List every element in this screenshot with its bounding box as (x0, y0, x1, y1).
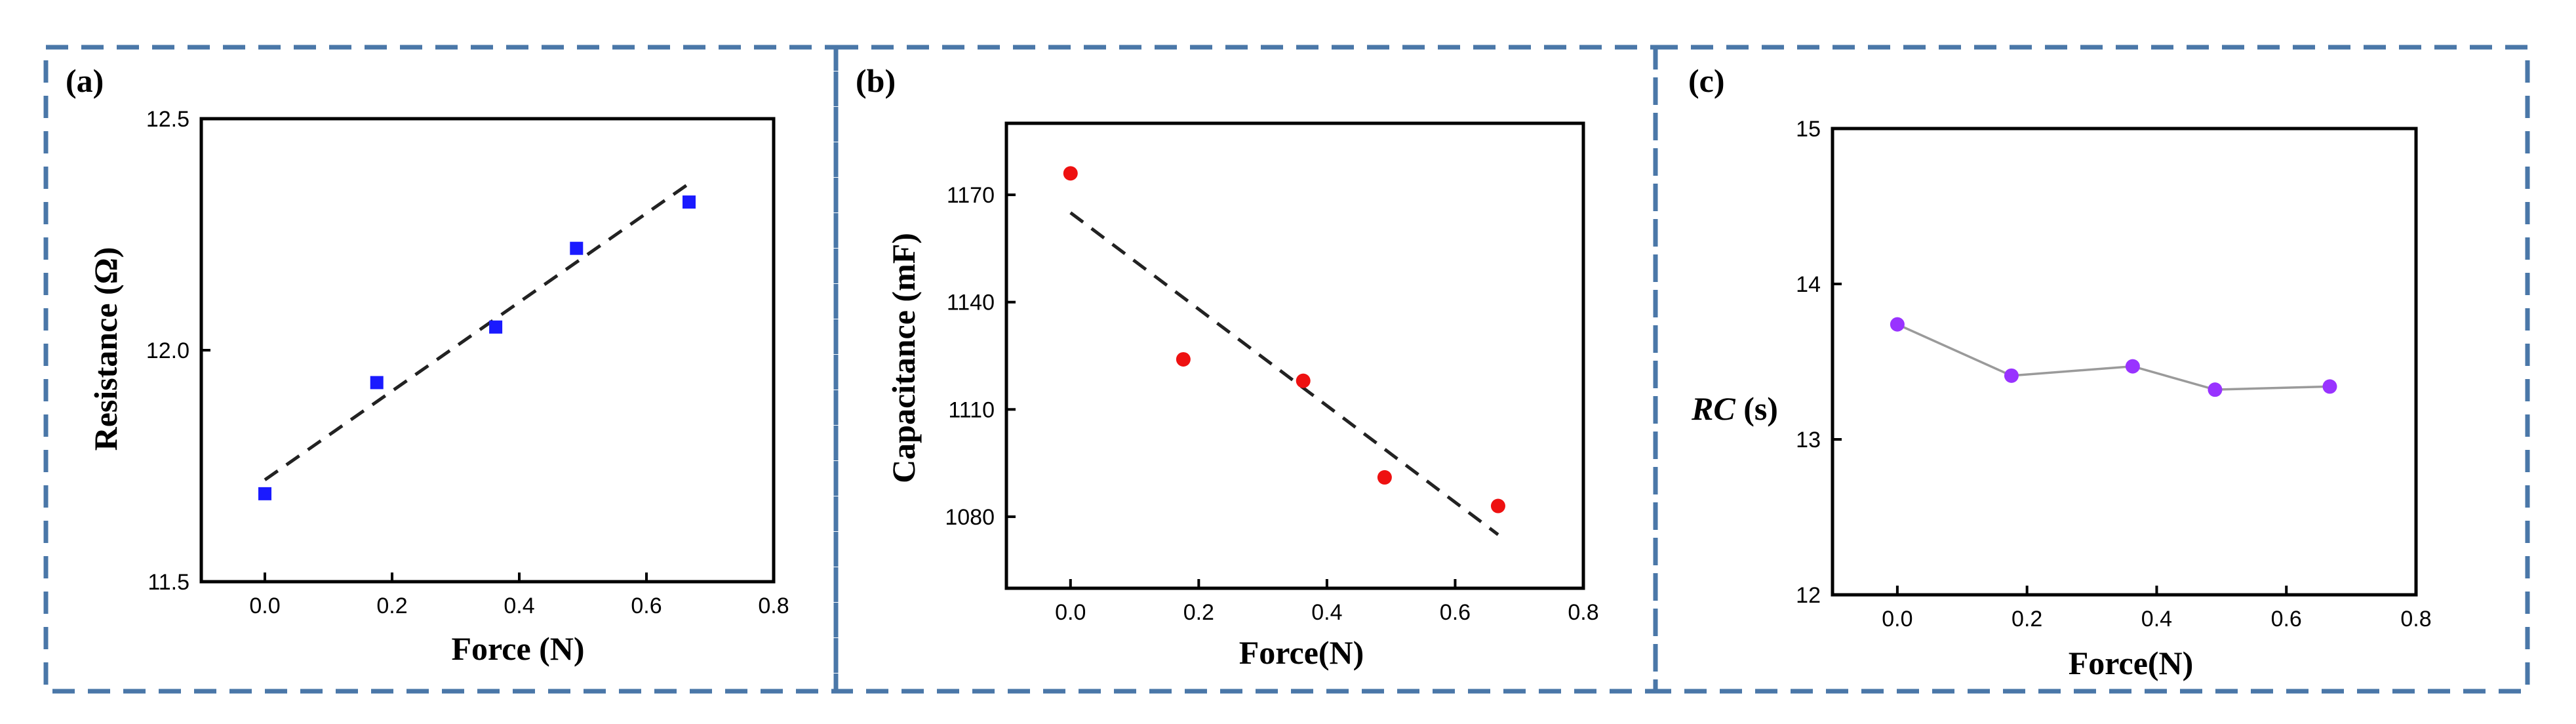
resistance-data-point (682, 195, 696, 209)
panel-c-label: (c) (1688, 62, 1725, 99)
resistance-y-tick-label: 12.0 (146, 338, 189, 363)
capacitance-fit-line (1069, 211, 1499, 536)
resistance-y-tick-label: 11.5 (148, 570, 189, 595)
resistance-plot: 0.0 0.2 0.4 0.6 0.8 11.5 12.0 12.5 (146, 107, 789, 618)
rc-series-line (1897, 323, 2330, 391)
rc-x-tick-label: 0.8 (2400, 607, 2431, 632)
capacitance-x-tick-label: 0.8 (1568, 600, 1598, 625)
capacitance-y-tick-label: 1080 (945, 505, 995, 530)
rc-data-point (2125, 359, 2140, 374)
rc-x-axis-label: Force(N) (2069, 645, 2194, 681)
resistance-data-point (258, 487, 271, 500)
capacitance-y-tick-label: 1170 (947, 183, 995, 208)
resistance-x-tick-label: 0.8 (758, 593, 789, 618)
panel-b-frame (833, 45, 1658, 694)
resistance-x-tick-label: 0.6 (631, 593, 662, 618)
capacitance-data-point (1063, 166, 1078, 181)
rc-data-point (2208, 382, 2223, 397)
rc-y-tick-label: 15 (1796, 117, 1821, 142)
capacitance-y-axis-label: Capacitance (mF) (885, 233, 922, 483)
resistance-data-point (370, 376, 384, 390)
resistance-y-axis-label: Resistance (Ω) (87, 247, 124, 451)
capacitance-x-tick-label: 0.2 (1183, 600, 1214, 625)
panel-b-label: (b) (856, 62, 896, 99)
capacitance-plot-frame (1004, 121, 1585, 590)
capacitance-data-point (1377, 470, 1392, 485)
rc-plot: 0.0 0.2 0.4 0.6 0.8 12 13 14 15 (1796, 117, 2431, 632)
capacitance-y-tick-label: 1140 (947, 291, 995, 315)
rc-x-tick-label: 0.2 (2011, 607, 2042, 632)
capacitance-data-point (1296, 373, 1311, 388)
rc-y-axis-label: RC (s) (1691, 390, 1778, 427)
capacitance-data-point (1176, 352, 1191, 367)
capacitance-x-tick-label: 0.6 (1440, 600, 1471, 625)
resistance-x-tick-label: 0.2 (376, 593, 407, 618)
capacitance-x-tick-label: 0.4 (1311, 600, 1342, 625)
rc-data-point (1890, 317, 1905, 332)
capacitance-y-tick-label: 1110 (948, 397, 995, 422)
resistance-x-axis-label: Force (N) (451, 630, 584, 667)
capacitance-x-tick-label: 0.0 (1055, 600, 1086, 625)
panel-a-label: (a) (66, 62, 104, 99)
rc-x-tick-label: 0.6 (2271, 607, 2302, 632)
resistance-x-tick-label: 0.4 (504, 593, 534, 618)
rc-x-tick-label: 0.0 (1882, 607, 1912, 632)
resistance-x-tick-label: 0.0 (249, 593, 280, 618)
resistance-y-tick-label: 12.5 (146, 107, 189, 132)
rc-y-axis-label-italic: RC (1691, 390, 1735, 427)
rc-y-axis-label-unit: (s) (1735, 390, 1778, 427)
rc-x-tick-label: 0.4 (2141, 607, 2172, 632)
rc-y-tick-label: 14 (1796, 272, 1821, 297)
rc-y-tick-label: 12 (1796, 583, 1821, 608)
rc-data-point (2004, 368, 2019, 383)
resistance-data-point (570, 241, 584, 255)
capacitance-x-axis-label: Force(N) (1239, 634, 1364, 671)
panel-c-frame (1653, 45, 2530, 694)
resistance-plot-frame (199, 117, 776, 584)
rc-data-point (2322, 379, 2337, 394)
rc-y-tick-label: 13 (1796, 428, 1821, 452)
capacitance-data-point (1490, 498, 1505, 513)
resistance-fit-line (264, 182, 690, 481)
capacitance-plot: 0.0 0.2 0.4 0.6 0.8 1080 1110 1140 1170 (945, 121, 1599, 625)
resistance-data-point (489, 320, 503, 334)
rc-plot-frame (1831, 127, 2418, 597)
